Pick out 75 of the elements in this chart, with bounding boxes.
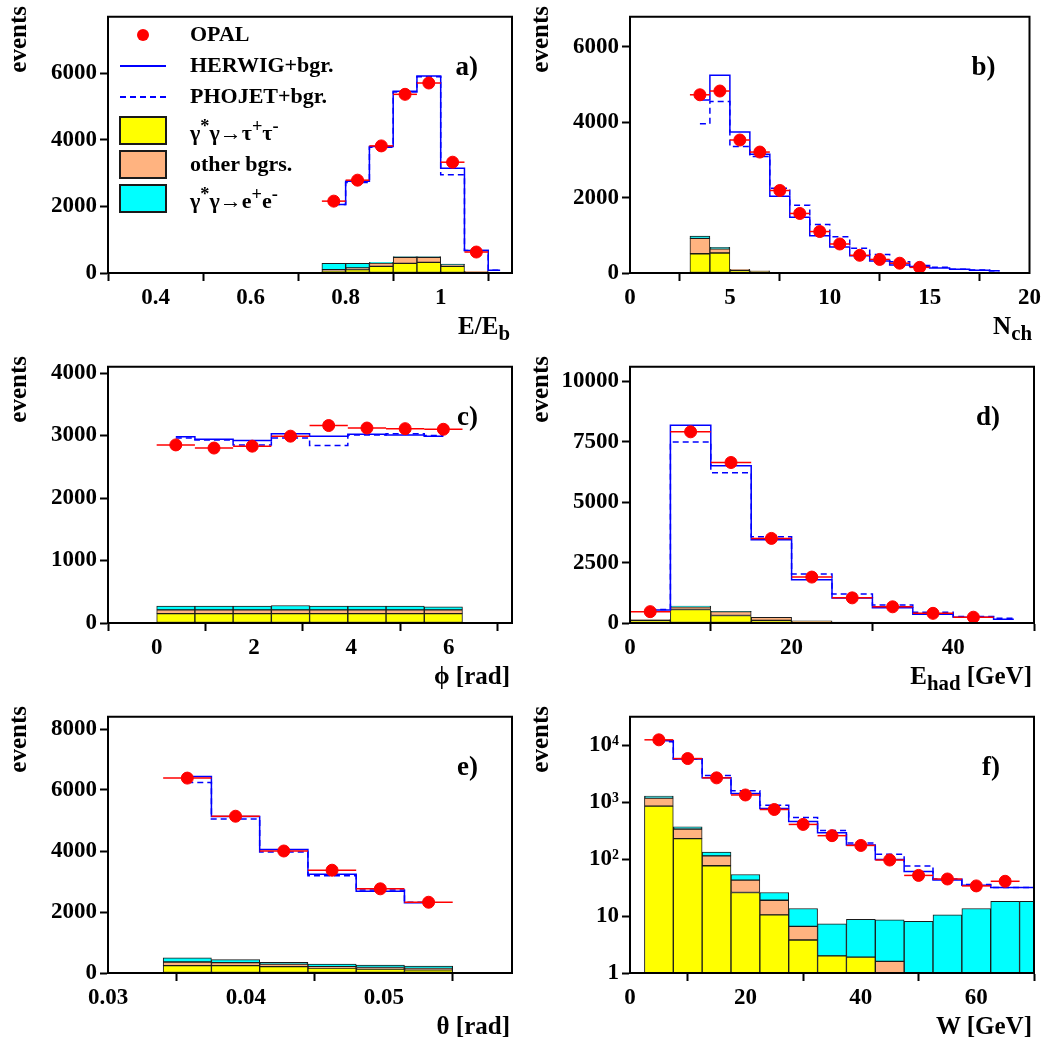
- y-tick-label: 2000: [51, 897, 97, 923]
- x-tick-label: 1: [434, 283, 447, 309]
- y-tick-label: 10: [596, 902, 619, 928]
- y-tick-label: 10²: [589, 845, 620, 871]
- legend-label: γ$^{*}$γ→e$^{+}$e$^{-}$: [190, 183, 278, 216]
- x-axis-title: θ [rad]: [436, 1012, 510, 1040]
- x-tick-label: 5: [724, 283, 736, 309]
- y-axis-title: events: [526, 706, 554, 773]
- y-tick-label: 8000: [51, 714, 97, 740]
- y-tick-label: 6000: [51, 775, 97, 801]
- x-tick-label: 0.05: [363, 983, 404, 1009]
- y-tick-label: 0: [85, 258, 97, 284]
- x-tick-label: 10: [818, 283, 842, 309]
- annotation: c): [457, 401, 478, 432]
- x-tick-label: 20: [1018, 283, 1041, 309]
- annotation: e): [457, 751, 478, 782]
- x-tick-label: 0.04: [225, 983, 267, 1009]
- y-axis-title: events: [526, 356, 554, 423]
- y-tick-label: 2500: [573, 548, 619, 574]
- y-tick-label: 2000: [51, 483, 97, 509]
- legend-label: other bgrs.: [190, 150, 293, 179]
- x-axis-title: E/E$_{b}$: [458, 312, 510, 346]
- y-tick-label: 6000: [51, 59, 97, 85]
- annotation: d): [975, 401, 1000, 432]
- legend-label: PHOJET+bgr.: [190, 82, 328, 110]
- y-tick-label: 5000: [573, 488, 619, 514]
- y-tick-label: 10⁴: [589, 731, 620, 757]
- y-tick-label: 0: [607, 258, 619, 284]
- x-tick-label: 0.4: [141, 283, 171, 309]
- y-tick-label: 4000: [51, 836, 97, 862]
- y-axis-title: events: [4, 706, 32, 773]
- x-tick-label: 20: [780, 633, 804, 659]
- y-tick-label: 7500: [573, 427, 619, 453]
- x-axis-title: W [GeV]: [935, 1012, 1032, 1040]
- y-tick-label: 4000: [51, 125, 97, 151]
- legend-label: OPAL: [190, 20, 250, 48]
- y-tick-label: 0: [85, 958, 97, 984]
- x-tick-label: 0: [150, 633, 163, 659]
- x-tick-label: 2: [248, 633, 260, 659]
- x-tick-label: 4: [345, 633, 358, 659]
- y-tick-label: 4000: [51, 358, 97, 384]
- x-tick-label: 0: [624, 633, 636, 659]
- x-tick-label: 0.03: [87, 983, 129, 1009]
- legend-label: HERWIG+bgr.: [190, 51, 334, 79]
- x-tick-label: 0: [624, 283, 636, 309]
- y-tick-label: 0: [85, 608, 97, 634]
- annotation: a): [455, 51, 478, 82]
- y-tick-label: 6000: [573, 32, 619, 58]
- x-tick-label: 20: [733, 983, 757, 1009]
- y-axis-title: events: [526, 6, 554, 73]
- y-tick-label: 4000: [573, 108, 619, 134]
- annotation: f): [982, 751, 1000, 782]
- y-tick-label: 0: [607, 608, 619, 634]
- y-axis-title: events: [4, 356, 32, 423]
- annotation: b): [971, 51, 996, 82]
- y-tick-label: 10000: [561, 367, 619, 393]
- y-tick-label: 2000: [573, 183, 619, 209]
- x-tick-label: 15: [918, 283, 942, 309]
- legend-label: γ$^{*}$γ→τ$^{+}$τ$^{-}$: [190, 115, 279, 148]
- x-tick-label: 0.6: [236, 283, 265, 309]
- x-tick-label: 60: [964, 983, 988, 1009]
- y-axis-title: events: [4, 6, 32, 73]
- y-tick-label: 1000: [51, 546, 97, 572]
- x-axis-title: N$_{ch}$: [993, 312, 1032, 346]
- x-axis-title: ϕ [rad]: [433, 662, 510, 690]
- y-tick-label: 2000: [51, 192, 97, 218]
- x-tick-label: 40: [941, 633, 965, 659]
- y-tick-label: 10³: [589, 788, 620, 814]
- x-tick-label: 0: [624, 983, 636, 1009]
- x-tick-label: 6: [442, 633, 455, 659]
- y-tick-label: 1: [607, 958, 619, 984]
- y-tick-label: 3000: [51, 421, 97, 447]
- x-tick-label: 40: [849, 983, 873, 1009]
- x-axis-title: E$_{had}$ [GeV]: [910, 662, 1032, 696]
- x-tick-label: 0.8: [331, 283, 361, 309]
